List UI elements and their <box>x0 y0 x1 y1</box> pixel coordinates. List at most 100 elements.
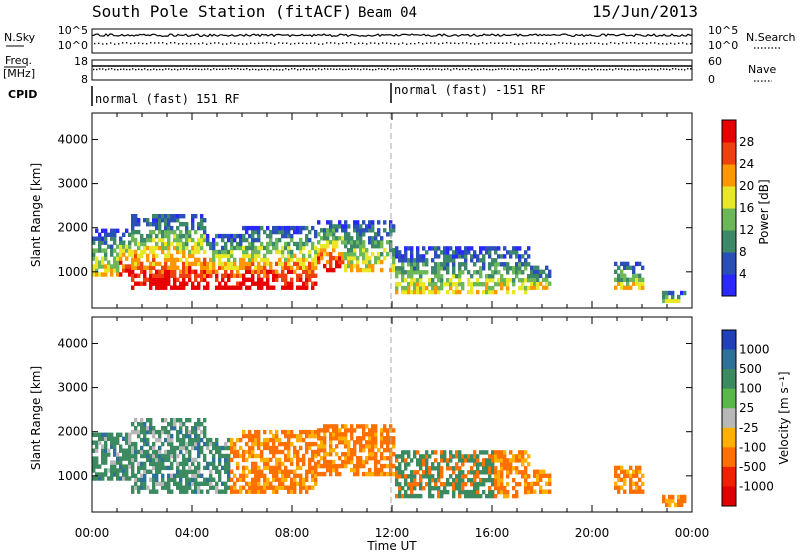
heatmap-cell <box>455 466 459 471</box>
heatmap-cell <box>179 245 183 251</box>
heatmap-cell <box>224 261 228 267</box>
heatmap-cell <box>479 482 483 487</box>
heatmap-cell <box>386 463 390 469</box>
heatmap-cell <box>407 462 411 467</box>
heatmap-cell <box>440 450 444 455</box>
heatmap-cell <box>344 244 348 249</box>
heatmap-cell <box>134 485 138 490</box>
noise-search-point <box>582 43 584 45</box>
heatmap-cell <box>149 281 153 286</box>
heatmap-cell <box>338 220 342 225</box>
heatmap-cell <box>371 432 375 437</box>
noise-search-point <box>210 42 212 45</box>
heatmap-cell <box>380 267 384 273</box>
heatmap-cell <box>665 502 669 508</box>
noise-search-point <box>166 43 168 45</box>
heatmap-cell <box>518 246 522 251</box>
nave-point <box>528 68 530 71</box>
heatmap-cell <box>404 289 408 295</box>
heatmap-cell <box>326 259 330 265</box>
heatmap-cell <box>197 241 201 247</box>
heatmap-cell <box>227 437 231 443</box>
heatmap-cell <box>341 440 345 445</box>
heatmap-cell <box>476 466 480 471</box>
heatmap-cell <box>245 481 249 486</box>
heatmap-cell <box>224 485 228 490</box>
heatmap-cell <box>287 249 291 255</box>
heatmap-cell <box>536 281 540 286</box>
heatmap-cell <box>266 477 270 482</box>
heatmap-cell <box>158 445 162 451</box>
heatmap-cell <box>329 452 333 457</box>
heatmap-cell <box>92 264 96 269</box>
heatmap-cell <box>125 440 129 445</box>
heatmap-cell <box>524 489 528 495</box>
heatmap-cell <box>95 260 99 265</box>
heatmap-cell <box>344 463 348 469</box>
colorbar-tick-label: -25 <box>739 421 759 435</box>
heatmap-cell <box>182 469 186 474</box>
nave-point <box>447 68 449 70</box>
heatmap-cell <box>473 282 477 287</box>
heatmap-cell <box>392 440 396 445</box>
heatmap-cell <box>149 265 153 270</box>
nave-point <box>153 68 155 70</box>
heatmap-cell <box>410 282 414 287</box>
heatmap-cell <box>218 281 222 286</box>
heatmap-cell <box>302 285 306 290</box>
heatmap-cell <box>617 265 621 270</box>
heatmap-cell <box>272 445 276 451</box>
heatmap-cell <box>458 489 462 495</box>
heatmap-cell <box>194 477 198 482</box>
nave-point <box>408 68 410 70</box>
heatmap-cell <box>470 466 474 471</box>
heatmap-cell <box>248 257 252 263</box>
heatmap-cell <box>467 246 471 251</box>
nave-point <box>354 68 356 70</box>
heatmap-cell <box>293 433 297 439</box>
heatmap-cell <box>392 428 396 433</box>
heatmap-cell <box>254 245 258 251</box>
heatmap-cell <box>425 262 429 267</box>
heatmap-cell <box>200 269 204 274</box>
heatmap-cell <box>482 246 486 251</box>
heatmap-cell <box>431 246 435 251</box>
heatmap-cell <box>404 270 408 275</box>
noise-search-point <box>322 43 324 45</box>
heatmap-cell <box>290 233 294 239</box>
heatmap-cell <box>374 459 378 465</box>
heatmap-cell <box>284 445 288 451</box>
heatmap-cell <box>548 473 552 478</box>
heatmap-cell <box>233 273 237 278</box>
heatmap-cell <box>407 474 411 479</box>
heatmap-cell <box>338 259 342 265</box>
heatmap-cell <box>452 274 456 279</box>
heatmap-cell <box>356 232 360 237</box>
heatmap-cell <box>188 265 192 270</box>
heatmap-cell <box>143 269 147 274</box>
heatmap-cell <box>200 241 204 247</box>
noise-search-point <box>306 42 308 45</box>
heatmap-cell <box>620 477 624 482</box>
heatmap-cell <box>134 441 138 447</box>
heatmap-cell <box>116 476 120 481</box>
heatmap-cell <box>488 470 492 475</box>
heatmap-cell <box>506 289 510 295</box>
heatmap-cell <box>623 489 627 494</box>
colorbar-tick-label: 16 <box>739 201 754 215</box>
heatmap-cell <box>362 459 366 465</box>
heatmap-cell <box>218 489 222 494</box>
heatmap-cell <box>116 468 120 473</box>
heatmap-cell <box>257 441 261 447</box>
heatmap-cell <box>614 261 618 267</box>
heatmap-cell <box>197 481 201 486</box>
heatmap-cell <box>539 485 543 490</box>
heatmap-cell <box>638 285 642 290</box>
heatmap-cell <box>251 233 255 239</box>
heatmap-cell <box>323 432 327 437</box>
heatmap-cell <box>362 259 366 265</box>
heatmap-cell <box>173 269 177 274</box>
heatmap-cell <box>413 266 417 271</box>
heatmap-cell <box>485 274 489 279</box>
heatmap-cell <box>458 470 462 475</box>
